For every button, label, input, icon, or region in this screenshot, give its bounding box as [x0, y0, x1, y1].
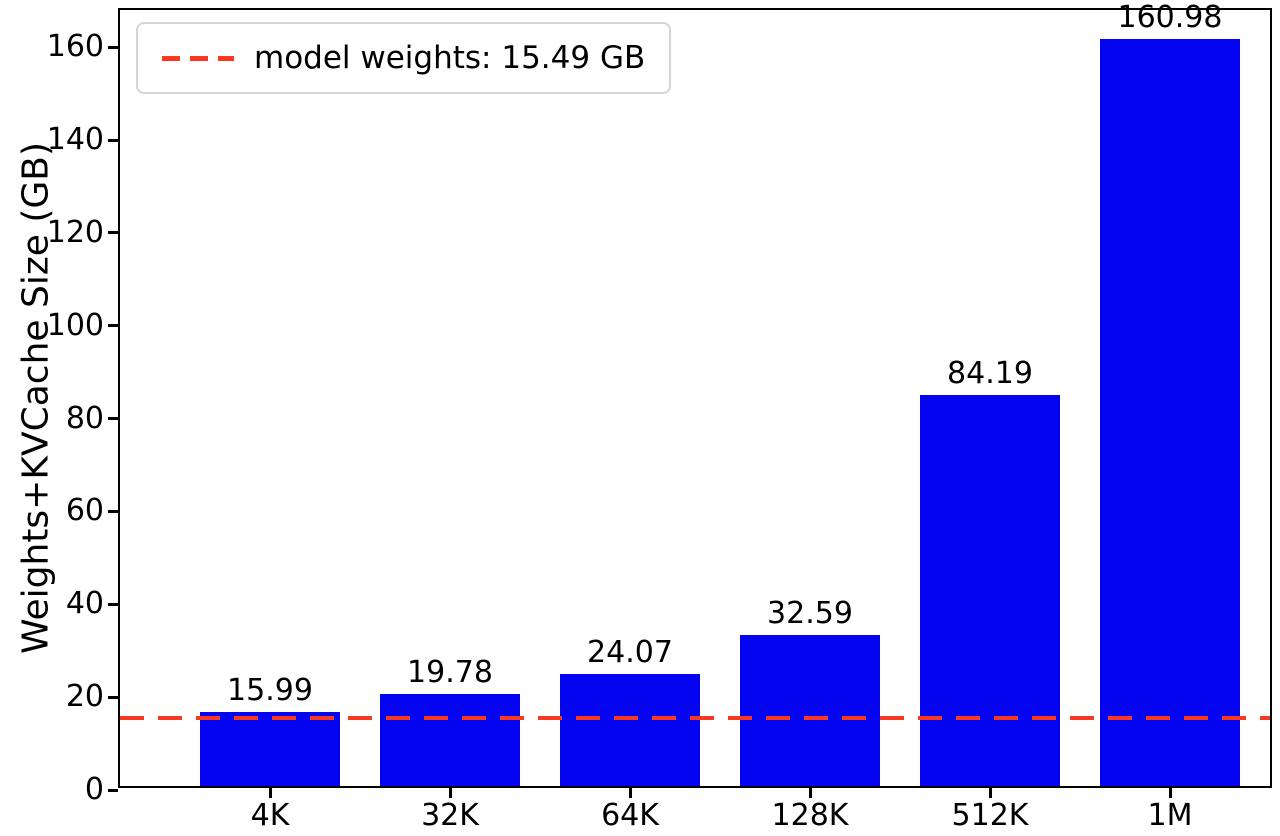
x-tick-label: 512K: [951, 798, 1029, 833]
bar-value-label: 15.99: [227, 672, 313, 708]
bar-4K: [200, 711, 340, 786]
y-tick-label: 100: [46, 307, 104, 343]
bar-1M: [1100, 38, 1240, 786]
y-tick-label: 20: [65, 679, 104, 715]
legend-label: model weights: 15.49 GB: [254, 40, 646, 76]
y-tick-mark: [108, 417, 118, 421]
y-tick-mark: [108, 788, 118, 792]
y-tick-mark: [108, 509, 118, 513]
x-tick-label: 1M: [1147, 798, 1193, 833]
bar-value-label: 160.98: [1117, 0, 1223, 35]
x-tick-mark: [269, 788, 272, 798]
x-tick-label: 64K: [601, 798, 659, 833]
y-tick-mark: [108, 231, 118, 235]
plot-area: model weights: 15.49 GB 15.99 4K 19.78 32K 2…: [47, 0, 1272, 833]
y-tick-label: 160: [46, 29, 104, 65]
y-tick-mark: [108, 695, 118, 699]
y-tick-mark: [108, 602, 118, 606]
bar-128K: [740, 634, 880, 786]
y-tick-label: 140: [46, 122, 104, 157]
y-tick-mark: [108, 324, 118, 328]
y-tick-label: 120: [46, 214, 104, 250]
bar-32K: [380, 694, 520, 786]
x-tick-mark: [1169, 788, 1172, 798]
bar-64K: [560, 674, 700, 786]
y-tick-mark: [108, 138, 118, 142]
model-weights-reference-line: [120, 716, 1270, 721]
y-tick-label: 80: [65, 400, 104, 436]
x-tick-mark: [629, 788, 632, 798]
bar-value-label: 32.59: [767, 595, 853, 631]
y-tick-label: 0: [84, 772, 104, 807]
bar-512K: [920, 395, 1060, 786]
y-tick-mark: [108, 45, 118, 49]
x-tick-label: 32K: [421, 798, 479, 833]
y-tick-label: 40: [65, 586, 104, 622]
x-tick-label: 128K: [771, 798, 849, 833]
bar-value-label: 84.19: [947, 356, 1033, 392]
x-tick-mark: [809, 788, 812, 798]
legend-dashed-line-icon: [162, 55, 234, 61]
y-tick-label: 60: [65, 493, 104, 529]
bar-value-label: 24.07: [587, 635, 673, 671]
x-tick-mark: [449, 788, 452, 798]
bar-value-label: 19.78: [407, 655, 493, 691]
legend: model weights: 15.49 GB: [136, 22, 672, 94]
x-tick-mark: [989, 788, 992, 798]
x-tick-label: 4K: [250, 798, 290, 833]
